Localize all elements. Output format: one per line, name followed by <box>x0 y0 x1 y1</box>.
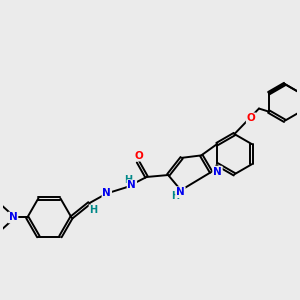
Text: H: H <box>89 205 98 215</box>
Text: N: N <box>128 180 136 190</box>
Text: O: O <box>135 151 144 160</box>
Text: N: N <box>176 187 185 197</box>
Text: O: O <box>247 113 256 123</box>
Text: H: H <box>171 190 179 201</box>
Text: H: H <box>124 175 133 185</box>
Text: N: N <box>213 167 222 177</box>
Text: N: N <box>102 188 111 198</box>
Text: N: N <box>9 212 17 223</box>
